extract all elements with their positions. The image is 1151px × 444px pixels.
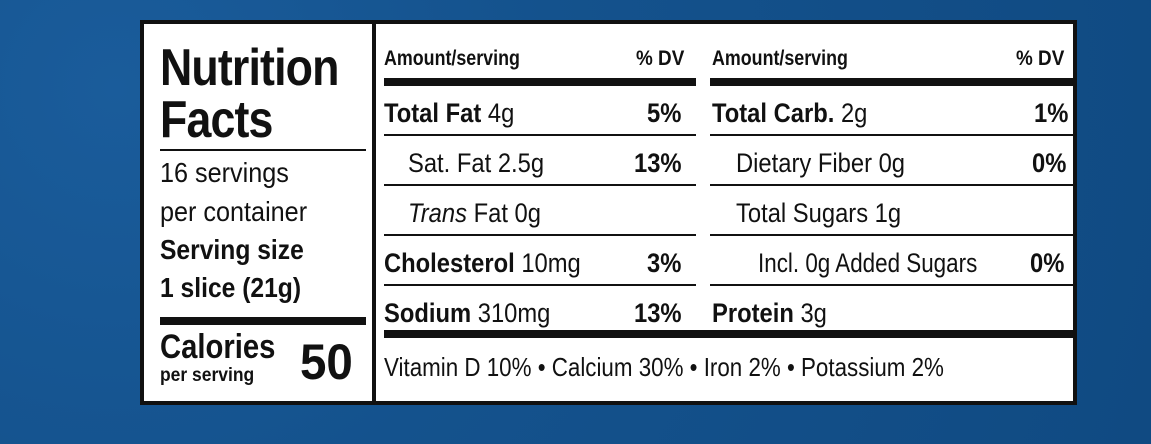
- total-fat-dv: 5%: [647, 98, 682, 128]
- cholesterol-dv: 3%: [647, 248, 682, 278]
- sodium-row: Sodium 310mg: [384, 298, 551, 328]
- serving-size-value: 1 slice (21g): [160, 272, 302, 303]
- right-amount-header: Amount/serving: [712, 47, 848, 70]
- calories-value: 50: [300, 334, 353, 390]
- total-carb-dv: 1%: [1034, 98, 1069, 128]
- title-line-1: Nutrition: [160, 39, 339, 97]
- row-rule: [710, 134, 1076, 136]
- added-sugars-row: Incl. 0g Added Sugars: [758, 248, 978, 278]
- serving-size-label: Serving size: [160, 234, 304, 265]
- vertical-separator: [372, 24, 376, 402]
- footer-rule: [384, 330, 1076, 338]
- title-line-2: Facts: [160, 91, 273, 149]
- sat-fat-row: Sat. Fat 2.5g: [408, 148, 545, 178]
- trans-fat-row: Trans Fat 0g: [408, 198, 541, 228]
- left-dv-header: % DV: [636, 47, 685, 70]
- row-rule: [710, 234, 1076, 236]
- right-header-rule: [710, 78, 1076, 86]
- calories-label: Calories: [160, 328, 276, 366]
- protein-row: Protein 3g: [712, 298, 827, 328]
- left-amount-header: Amount/serving: [384, 47, 520, 70]
- total-fat-row: Total Fat 4g: [384, 98, 515, 128]
- row-rule: [384, 284, 696, 286]
- row-rule: [710, 184, 1076, 186]
- row-rule: [384, 234, 696, 236]
- row-rule: [710, 284, 1076, 286]
- total-carb-row: Total Carb. 2g: [712, 98, 868, 128]
- divider: [160, 149, 366, 151]
- right-dv-header: % DV: [1016, 47, 1065, 70]
- sat-fat-dv: 13%: [634, 148, 682, 178]
- thick-divider: [160, 317, 366, 325]
- total-sugars-row: Total Sugars 1g: [736, 198, 902, 228]
- added-sugars-dv: 0%: [1030, 248, 1065, 278]
- nutrition-facts-label: Nutrition Facts 16 servings per containe…: [140, 20, 1077, 405]
- row-rule: [384, 134, 696, 136]
- servings-line-1: 16 servings: [160, 157, 289, 188]
- sodium-dv: 13%: [634, 298, 682, 328]
- calories-sub-label: per serving: [160, 365, 255, 386]
- vitamins-footer: Vitamin D 10% • Calcium 30% • Iron 2% • …: [384, 352, 944, 382]
- left-header-rule: [384, 78, 696, 86]
- servings-line-2: per container: [160, 196, 308, 227]
- row-rule: [384, 184, 696, 186]
- cholesterol-row: Cholesterol 10mg: [384, 248, 581, 278]
- dietary-fiber-row: Dietary Fiber 0g: [736, 148, 906, 178]
- dietary-fiber-dv: 0%: [1032, 148, 1067, 178]
